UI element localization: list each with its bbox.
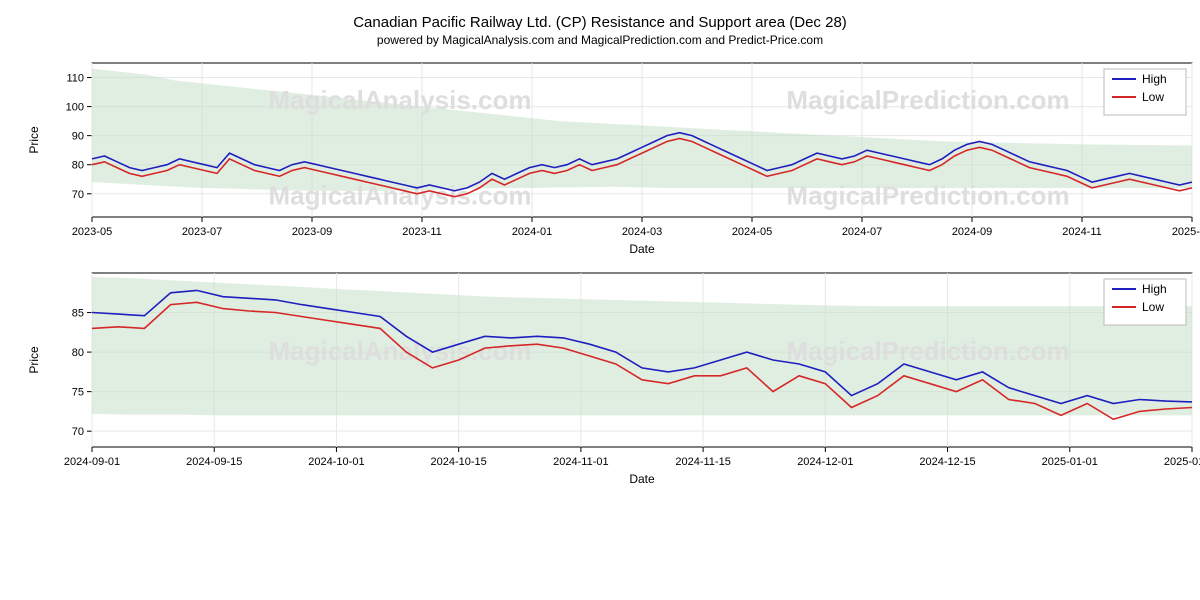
xtick-label: 2024-12-01 [797,456,853,468]
xtick-label: 2024-11 [1062,226,1102,238]
xtick-label: 2025-01-15 [1164,456,1200,468]
watermark: MagicalPrediction.com [786,181,1069,211]
legend-label: High [1142,282,1167,296]
y-axis-label: Price [27,126,41,154]
x-axis-label: Date [629,242,655,256]
chart-bottom: 70 75 80 85 2024-09-01 2024-09-15 2024-10-01 20… [20,263,1200,493]
xtick-label: 2024-03 [622,226,662,238]
chart-subtitle: powered by MagicalAnalysis.com and Magic… [20,33,1180,47]
legend-label: High [1142,72,1167,86]
ytick-label: 110 [66,73,84,85]
y-axis-label: Price [27,346,41,374]
x-axis-label: Date [629,472,655,486]
xtick-label: 2023-11 [402,226,442,238]
chart-title: Canadian Pacific Railway Ltd. (CP) Resis… [20,14,1180,31]
chart-top: 70 80 90 100 110 2023-05 2023-07 2023-09 2023-11… [20,53,1200,263]
ytick-label: 80 [72,347,84,359]
watermark: MagicalAnalysis.com [269,85,532,115]
xtick-label: 2025-01-01 [1042,456,1098,468]
xtick-label: 2024-09-01 [64,456,120,468]
xtick-label: 2023-09 [292,226,332,238]
ytick-label: 85 [72,308,84,320]
ytick-label: 75 [72,387,84,399]
legend-label: Low [1142,300,1164,314]
ytick-label: 70 [72,189,84,201]
xtick-label: 2024-09 [952,226,992,238]
watermark: MagicalPrediction.com [786,85,1069,115]
xtick-label: 2024-09-15 [186,456,242,468]
xtick-label: 2024-07 [842,226,882,238]
xtick-label: 2024-12-15 [919,456,975,468]
xtick-label: 2024-05 [732,226,772,238]
xtick-label: 2023-07 [182,226,222,238]
watermark: MagicalAnalysis.com [269,336,532,366]
legend-label: Low [1142,90,1164,104]
ytick-label: 80 [72,160,84,172]
xtick-label: 2024-10-01 [308,456,364,468]
xtick-label: 2024-11-15 [675,456,730,468]
watermark: MagicalAnalysis.com [269,181,532,211]
xtick-label: 2024-11-01 [553,456,608,468]
watermark: MagicalPrediction.com [786,336,1069,366]
xtick-label: 2024-10-15 [431,456,487,468]
ytick-label: 90 [72,131,84,143]
xtick-label: 2023-05 [72,226,112,238]
ytick-label: 100 [66,102,84,114]
ytick-label: 70 [72,426,84,438]
xtick-label: 2024-01 [512,226,552,238]
xtick-label: 2025-01 [1172,226,1200,238]
